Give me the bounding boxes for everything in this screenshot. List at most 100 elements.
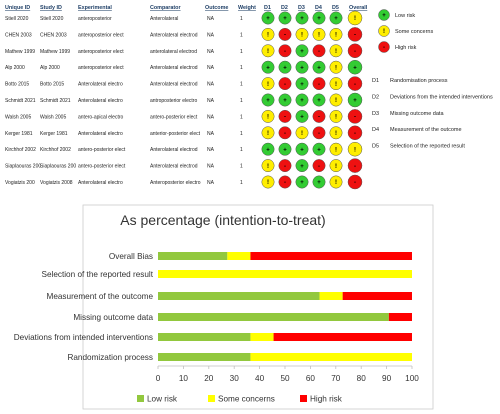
cell-comparator: Anterolateral electrod <box>150 147 198 153</box>
cell-study-id: Siaplaouras 200 <box>40 164 76 170</box>
judgement-symbol: + <box>300 49 304 55</box>
judgement-dot-some <box>329 109 343 123</box>
judgement-dot-some <box>329 93 343 107</box>
domain-label: Measurement of the outcome <box>390 127 462 133</box>
judgement-dot-high <box>312 159 326 173</box>
judgement-symbol: + <box>300 98 304 104</box>
judgement-dot-some <box>261 109 275 123</box>
judgement-symbol: + <box>317 65 321 71</box>
cell-comparator: antero-posterior elect <box>150 114 198 120</box>
cell-weight: 1 <box>240 180 243 186</box>
judgement-dot-high <box>278 27 292 41</box>
judgement-symbol: - <box>284 49 286 55</box>
judgement-dot-low <box>261 60 275 74</box>
judgement-symbol: ! <box>301 131 303 137</box>
judgement-symbol: + <box>353 65 357 71</box>
judgement-dot-some <box>329 27 343 41</box>
judgement-dot-high <box>312 44 326 58</box>
legend-dot-low <box>378 9 390 21</box>
judgement-symbol: ! <box>335 98 337 104</box>
cell-weight: 1 <box>240 82 243 88</box>
judgement-symbol: - <box>284 180 286 186</box>
judgement-symbol: + <box>300 65 304 71</box>
judgement-symbol: - <box>318 131 320 137</box>
judgement-dot-some <box>261 27 275 41</box>
x-tick-label: 90 <box>382 374 392 383</box>
bar-some-concerns <box>158 270 412 278</box>
category-label: Overall Bias <box>109 252 153 261</box>
cell-experimental: antero-posterior elect <box>78 164 126 170</box>
judgement-symbol: - <box>354 180 356 186</box>
cell-unique-id: Siaplaouras 200 <box>5 164 41 170</box>
judgement-dot-low <box>295 11 309 25</box>
cell-outcome: NA <box>207 164 215 170</box>
cell-weight: 1 <box>240 164 243 170</box>
judgement-symbol: ! <box>267 49 269 55</box>
judgement-symbol: ! <box>267 131 269 137</box>
cell-comparator: Anterolateral <box>150 16 178 22</box>
cell-outcome: NA <box>207 180 215 186</box>
legend-symbol: + <box>382 13 386 19</box>
domain-code: D2 <box>372 94 379 100</box>
cell-outcome: NA <box>207 131 215 137</box>
judgement-symbol: ! <box>335 164 337 170</box>
judgement-dot-some <box>329 126 343 140</box>
bar-high-risk <box>342 292 412 300</box>
judgement-symbol: + <box>283 147 287 153</box>
judgement-dot-low <box>295 60 309 74</box>
cell-outcome: NA <box>207 32 215 38</box>
judgement-dot-some <box>261 159 275 173</box>
judgement-dot-high <box>312 126 326 140</box>
cell-weight: 1 <box>240 32 243 38</box>
judgement-dot-high <box>278 159 292 173</box>
judgement-dot-low <box>278 142 292 156</box>
header-overall: Overall <box>349 5 368 11</box>
judgement-dot-high <box>347 27 363 42</box>
cell-comparator: Anterolateral electrod <box>150 164 198 170</box>
cell-unique-id: Walsh 2005 <box>5 114 31 120</box>
table-row: Schmidt 2021 Schmidt 2021 Anterolateral el… <box>5 92 363 108</box>
cell-study-id: Botto 2015 <box>40 82 64 88</box>
judgement-dot-low <box>295 142 309 156</box>
header-unique-id: Unique ID <box>5 5 30 11</box>
cell-unique-id: Alp 2000 <box>5 65 25 71</box>
judgement-symbol: + <box>317 180 321 186</box>
x-tick-label: 30 <box>230 374 240 383</box>
judgement-symbol: ! <box>267 82 269 88</box>
judgement-symbol: + <box>266 98 270 104</box>
judgement-dot-low <box>295 44 309 58</box>
judgement-dot-high <box>278 44 292 58</box>
judgement-symbol: ! <box>335 65 337 71</box>
x-tick-label: 20 <box>204 374 214 383</box>
cell-study-id: Kirchhof 2002 <box>40 147 71 153</box>
judgement-dot-low <box>295 159 309 173</box>
legend-dot-high <box>378 41 390 53</box>
domain-label: Selection of the reported result <box>390 144 465 150</box>
judgement-symbol: - <box>284 82 286 88</box>
judgement-dot-low <box>312 93 326 107</box>
judgement-dot-high <box>312 109 326 123</box>
judgement-dot-high <box>347 76 363 91</box>
judgement-symbol: + <box>353 98 357 104</box>
judgement-dot-high <box>347 158 363 173</box>
x-tick-label: 70 <box>331 374 341 383</box>
domain-code: D1 <box>372 78 379 84</box>
legend-label-low: Low risk <box>395 13 415 19</box>
cell-study-id: Vogiatzis 2008 <box>40 180 73 186</box>
header-weight: Weight <box>238 5 256 11</box>
cell-experimental: anteroposterior <box>78 16 112 22</box>
cell-comparator: anterior-posterior elect <box>150 131 201 137</box>
bar-some-concerns <box>319 292 343 300</box>
judgement-symbol: ! <box>354 147 356 153</box>
cell-unique-id: Kerger 1981 <box>5 131 33 137</box>
judgement-dot-low <box>312 175 326 189</box>
judgement-symbol: + <box>266 16 270 22</box>
domain-label: Deviations from the intended interventio… <box>390 94 493 100</box>
cell-experimental: antero-posterior elect <box>78 147 126 153</box>
table-row: Mathew 1999 Mathew 1999 anteroposterior el… <box>5 43 363 59</box>
x-tick-label: 40 <box>255 374 265 383</box>
bar-high-risk <box>388 313 412 321</box>
domain-label: Missing outcome data <box>390 111 444 117</box>
judgement-symbol: - <box>284 164 286 170</box>
judgement-dot-low <box>261 93 275 107</box>
